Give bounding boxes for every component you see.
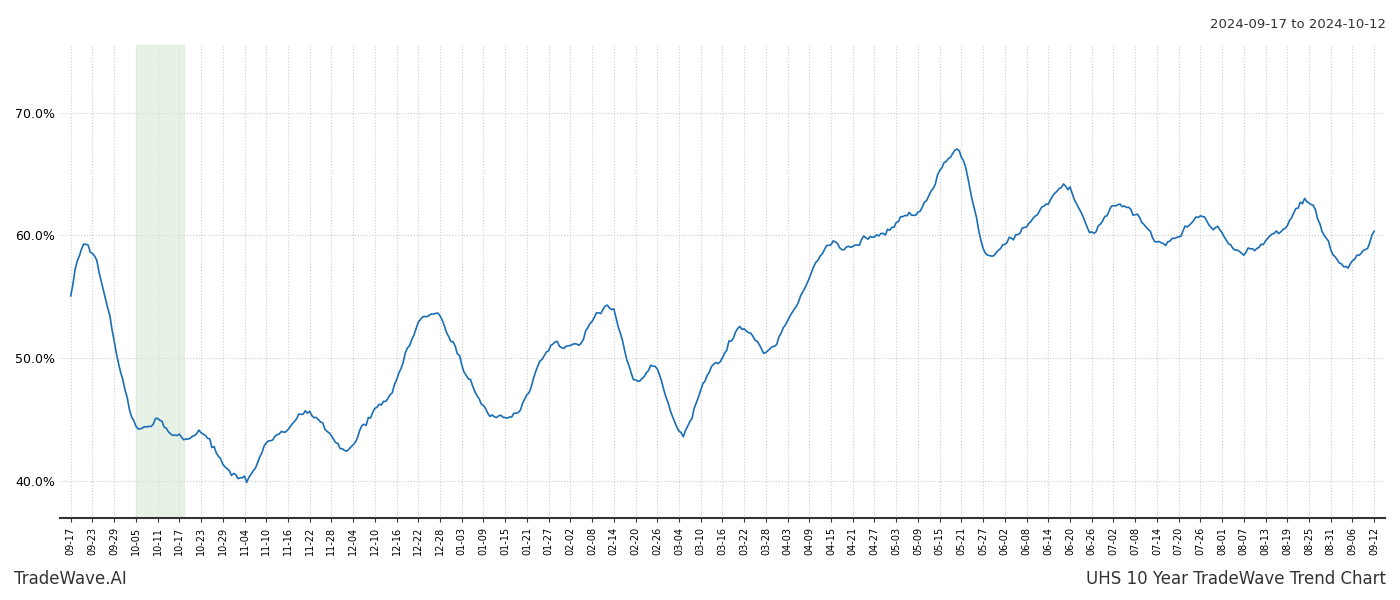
Text: TradeWave.AI: TradeWave.AI <box>14 570 127 588</box>
Text: UHS 10 Year TradeWave Trend Chart: UHS 10 Year TradeWave Trend Chart <box>1086 570 1386 588</box>
Text: 2024-09-17 to 2024-10-12: 2024-09-17 to 2024-10-12 <box>1210 18 1386 31</box>
Bar <box>136 45 183 518</box>
